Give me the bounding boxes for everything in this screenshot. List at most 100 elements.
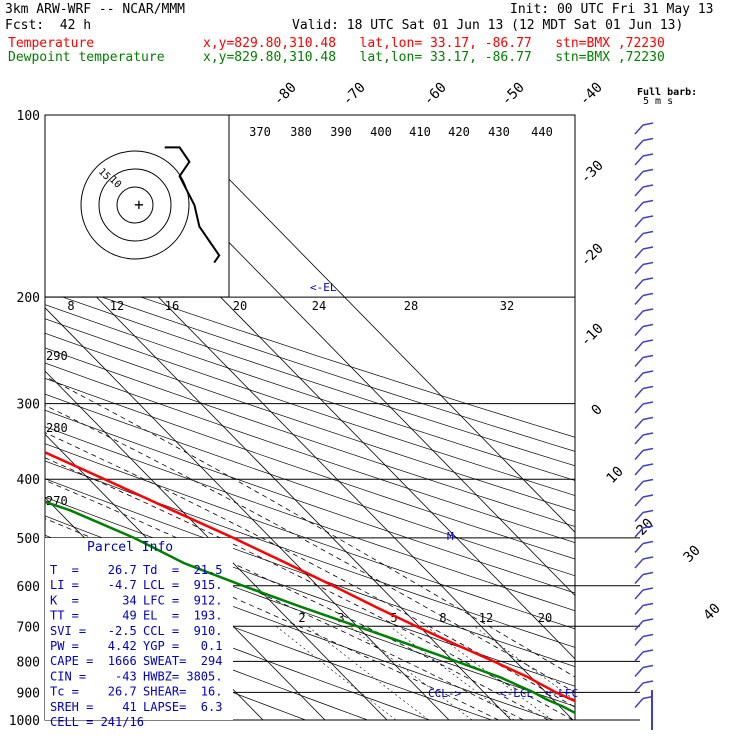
hodograph-ring — [98, 168, 172, 242]
wind-speed-tick: 24 — [312, 299, 326, 313]
mixing-ratio-line — [474, 626, 575, 701]
wind-barb — [642, 184, 654, 188]
parcel-info-left: CIN = -43 — [50, 669, 137, 683]
wind-barb — [642, 494, 654, 498]
dry-adiabat — [45, 332, 575, 512]
theta-label: 390 — [330, 125, 352, 139]
parcel-info-left: Tc = 26.7 — [50, 685, 137, 699]
pressure-label-200: 200 — [17, 291, 40, 306]
wind-barb — [642, 680, 654, 684]
wind-barb — [634, 171, 644, 181]
parcel-info-box — [45, 538, 233, 720]
wind-barb — [634, 372, 644, 383]
wind-speed-tick: 12 — [110, 299, 124, 313]
wind-barb — [634, 341, 644, 352]
parcel-info-right: YGP = 0.1 — [143, 639, 222, 653]
pressure-label-600: 600 — [17, 580, 40, 595]
theta-e-label: 280 — [46, 421, 68, 435]
mixing-ratio-label: 5 — [390, 611, 397, 625]
wind-barb — [642, 633, 654, 638]
wind-barb — [642, 137, 654, 142]
mixing-ratio-label: 20 — [538, 611, 552, 625]
moist-adiabat — [45, 500, 524, 720]
wind-barb — [642, 292, 654, 297]
wind-barb — [642, 339, 654, 343]
parcel-info-right: HWBZ= 3805. — [143, 669, 222, 683]
wind-barb — [634, 481, 644, 491]
mixing-ratio-label: 8 — [439, 611, 446, 625]
m-marker: M — [447, 530, 454, 543]
theta-e-label: 290 — [46, 349, 68, 363]
mixing-ratio-line — [275, 626, 396, 720]
isotherm-label: -60 — [421, 80, 450, 109]
parcel-info-left: CELL = 241/16 — [50, 715, 144, 729]
wind-barb — [642, 478, 654, 483]
theta-label: 440 — [531, 125, 553, 139]
temperature-location: x,y=829.80,310.48 lat,lon= 33.17, -86.77… — [203, 36, 665, 51]
parcel-info-right: Td = 21.5 — [143, 563, 222, 577]
wind-barb — [634, 620, 644, 631]
moist-adiabat — [45, 457, 574, 720]
wind-speed-tick: 20 — [233, 299, 247, 313]
init-time: Init: 00 UTC Fri 31 May 13 — [510, 2, 714, 17]
isotherm-line — [0, 115, 15, 720]
dry-adiabat — [45, 347, 575, 527]
isotherm-label: -30 — [578, 158, 607, 187]
wind-barb — [634, 465, 644, 476]
wind-barb — [634, 155, 644, 166]
parcel-info-right: CCL = 910. — [143, 624, 222, 638]
isotherm-line — [45, 243, 512, 720]
mixing-ratio-line — [349, 626, 473, 720]
dry-adiabat — [45, 575, 430, 720]
dry-adiabat — [45, 443, 575, 630]
wind-barb — [634, 233, 644, 243]
dry-adiabat — [45, 304, 575, 481]
theta-label: 410 — [409, 125, 431, 139]
isotherm-label: -40 — [577, 80, 606, 109]
wind-barb — [634, 651, 644, 662]
theta-label: 400 — [370, 125, 392, 139]
isotherm-label: -20 — [578, 241, 607, 270]
wind-barb — [634, 357, 644, 367]
wind-barb — [642, 447, 654, 452]
wind-barb — [634, 310, 644, 321]
isotherm-label: -80 — [271, 80, 300, 109]
mixing-ratio-label: 12 — [479, 611, 493, 625]
dry-adiabat — [45, 460, 575, 648]
parcel-info-left: SREH = 41 — [50, 700, 137, 714]
hodograph-box — [44, 114, 230, 298]
hodograph-ring — [80, 150, 190, 260]
pressure-label-700: 700 — [17, 620, 40, 635]
parcel-info-left: CAPE = 1666 — [50, 654, 137, 668]
wind-barb — [634, 682, 644, 693]
wind-barb — [642, 199, 654, 204]
full-barb-label: Full barb: — [637, 87, 697, 98]
isotherm-label: 30 — [681, 543, 704, 566]
wind-speed-tick: 28 — [404, 299, 418, 313]
wind-barb — [634, 667, 644, 677]
pressure-label-100: 100 — [17, 109, 40, 124]
hodograph-trace — [164, 146, 221, 264]
moist-adiabat — [45, 432, 575, 708]
wind-barb — [642, 649, 654, 653]
forecast-hour: Fcst: 42 h — [5, 18, 92, 33]
isotherm-line — [45, 307, 450, 720]
isotherm-label: -50 — [499, 80, 528, 109]
wind-barb — [634, 248, 644, 259]
pressure-label-900: 900 — [17, 686, 40, 701]
wind-barb — [634, 326, 644, 336]
wind-barb — [642, 277, 654, 281]
parcel-info-right: LCL = 915. — [143, 578, 222, 592]
parcel-info-left: K = 34 — [50, 593, 137, 607]
wind-barb — [634, 295, 644, 305]
theta-label: 370 — [249, 125, 271, 139]
valid-time: Valid: 18 UTC Sat 01 Jun 13 (12 MDT Sat … — [292, 18, 684, 33]
dewpoint-legend: Dewpoint temperature — [8, 50, 165, 65]
wind-barb — [634, 140, 644, 150]
pressure-label-500: 500 — [17, 532, 40, 547]
wind-barb — [642, 370, 654, 374]
wind-barb — [642, 509, 654, 514]
wind-barb — [642, 215, 654, 219]
wind-barb — [642, 230, 654, 235]
moist-adiabat — [45, 404, 575, 693]
